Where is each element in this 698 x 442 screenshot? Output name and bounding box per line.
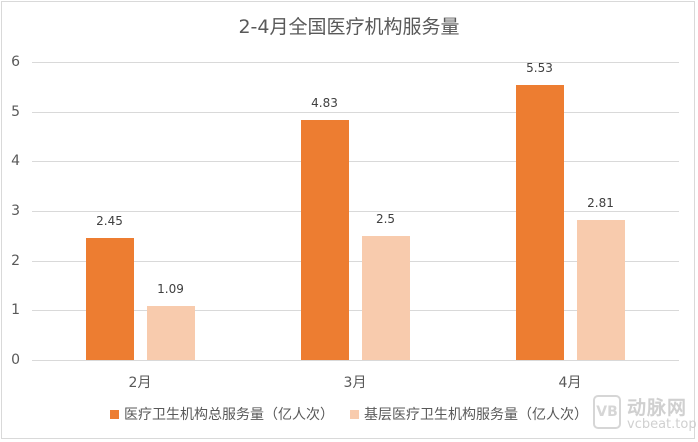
bar-primary[interactable] [576, 220, 625, 360]
data-label: 4.83 [311, 96, 338, 111]
x-tick-label: 3月 [343, 375, 367, 391]
watermark: VB 动脉网 vcbeat.top [593, 393, 697, 439]
legend-label-primary: 基层医疗卫生机构服务量（亿人次） [364, 407, 588, 423]
gridline [32, 211, 679, 212]
gridline [32, 360, 679, 361]
plot-area: 0 1 2 3 4 5 6 2.45 1.09 4.83 2.5 5.53 2.81 [11, 54, 679, 368]
watermark-logo-icon: VB [593, 395, 621, 429]
legend-item-primary[interactable]: 基层医疗卫生机构服务量（亿人次） [350, 404, 588, 424]
data-label: 2.45 [96, 214, 123, 229]
watermark-url: vcbeat.top [627, 417, 697, 432]
bar-total[interactable] [300, 120, 349, 360]
gridline [32, 310, 679, 312]
y-tick-label: 0 [11, 352, 20, 368]
gridline [32, 260, 679, 262]
data-label: 2.81 [587, 196, 614, 211]
legend-swatch-total [110, 409, 119, 419]
legend-swatch-primary [350, 409, 359, 419]
legend: 医疗卫生机构总服务量（亿人次） 基层医疗卫生机构服务量（亿人次） [0, 404, 698, 424]
chart-title: 2-4月全国医疗机构服务量 [238, 16, 460, 38]
gridline [32, 62, 679, 63]
bar-primary[interactable] [146, 305, 195, 360]
y-tick-label: 2 [11, 252, 20, 269]
gridline [32, 111, 679, 113]
x-tick-label: 2月 [128, 375, 152, 391]
bar-total[interactable] [515, 85, 564, 360]
legend-label-total: 医疗卫生机构总服务量（亿人次） [124, 407, 334, 423]
watermark-name: 动脉网 [627, 397, 688, 419]
y-tick-label: 4 [11, 153, 20, 170]
y-tick-label: 1 [11, 302, 20, 319]
y-tick-label: 5 [11, 103, 20, 120]
data-label: 5.53 [526, 61, 553, 76]
legend-item-total[interactable]: 医疗卫生机构总服务量（亿人次） [110, 404, 334, 424]
bar-total[interactable] [85, 238, 134, 360]
data-label: 2.5 [375, 211, 396, 226]
y-tick-label: 3 [11, 203, 20, 219]
gridline [32, 161, 679, 163]
bar-primary[interactable] [361, 235, 410, 360]
x-tick-label: 4月 [558, 375, 582, 391]
y-tick-label: 6 [11, 54, 20, 70]
data-label: 1.09 [157, 281, 184, 296]
